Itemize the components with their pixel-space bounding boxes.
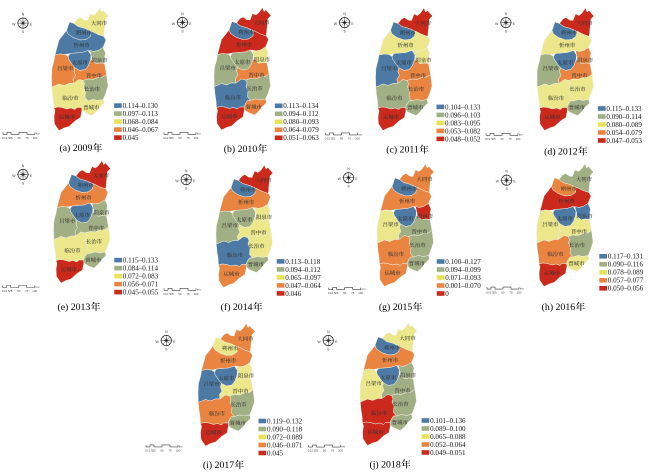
svg-text:0.045: 0.045	[123, 134, 139, 142]
svg-text:0.052–0.064: 0.052–0.064	[430, 441, 466, 449]
svg-text:(g) 2015: (g) 2015	[379, 302, 413, 313]
svg-text:0.072–0.089: 0.072–0.089	[267, 433, 303, 441]
svg-text:(h) 2016: (h) 2016	[542, 302, 576, 313]
svg-text:0.100–0.127: 0.100–0.127	[445, 258, 481, 266]
svg-text:0.047–0.064: 0.047–0.064	[285, 282, 321, 290]
svg-text:0.115–0.133: 0.115–0.133	[123, 257, 159, 265]
svg-text:0.048–0.052: 0.048–0.052	[445, 135, 481, 143]
svg-text:0.050–0.056: 0.050–0.056	[608, 285, 644, 293]
svg-text:0.001–0.070: 0.001–0.070	[445, 282, 481, 290]
svg-text:0.068–0.084: 0.068–0.084	[123, 118, 159, 126]
svg-text:0.083–0.095: 0.083–0.095	[445, 119, 481, 127]
svg-text:(f) 2014: (f) 2014	[221, 302, 253, 313]
svg-text:0.071–0.093: 0.071–0.093	[445, 274, 481, 282]
svg-text:0.115–0.133: 0.115–0.133	[606, 105, 642, 113]
svg-text:0.089–0.100: 0.089–0.100	[430, 425, 466, 433]
svg-text:0.119–0.132: 0.119–0.132	[267, 417, 303, 425]
svg-text:0.056–0.071: 0.056–0.071	[123, 281, 159, 289]
svg-text:(b) 2010: (b) 2010	[224, 144, 258, 155]
svg-text:0.049–0.051: 0.049–0.051	[430, 449, 466, 457]
svg-text:(d) 2012: (d) 2012	[544, 146, 578, 157]
svg-text:0.097–0.113: 0.097–0.113	[123, 110, 159, 118]
svg-text:0.094–0.112: 0.094–0.112	[285, 266, 321, 274]
svg-text:0.046–0.067: 0.046–0.067	[123, 126, 159, 134]
svg-text:0.045: 0.045	[267, 449, 283, 457]
svg-text:(a) 2009: (a) 2009	[59, 143, 92, 154]
svg-text:0.101–0.136: 0.101–0.136	[430, 417, 466, 425]
svg-text:0.047–0.053: 0.047–0.053	[606, 137, 642, 145]
svg-text:(c) 2011: (c) 2011	[386, 145, 419, 156]
svg-text:0.104–0.133: 0.104–0.133	[445, 103, 481, 111]
svg-text:0.090–0.118: 0.090–0.118	[267, 425, 303, 433]
svg-text:0.072–0.083: 0.072–0.083	[123, 273, 159, 281]
svg-text:0.113–0.134: 0.113–0.134	[283, 102, 319, 110]
svg-text:0.096–0.103: 0.096–0.103	[445, 111, 481, 119]
svg-text:0.045–0.055: 0.045–0.055	[123, 289, 159, 297]
svg-text:0.084–0.114: 0.084–0.114	[123, 265, 159, 273]
svg-text:0.080–0.089: 0.080–0.089	[606, 121, 642, 129]
svg-text:(e) 2013: (e) 2013	[57, 302, 90, 313]
svg-text:0.065–0.097: 0.065–0.097	[285, 274, 321, 282]
svg-text:0.094–0.112: 0.094–0.112	[283, 110, 319, 118]
svg-text:0.090–0.116: 0.090–0.116	[608, 261, 644, 269]
svg-text:0.117–0.131: 0.117–0.131	[608, 253, 644, 261]
svg-text:0.114–0.130: 0.114–0.130	[123, 102, 159, 110]
svg-text:0.065–0.088: 0.065–0.088	[430, 433, 466, 441]
svg-text:(j) 2018: (j) 2018	[369, 459, 400, 470]
svg-text:(i) 2017: (i) 2017	[203, 460, 234, 471]
svg-text:0.046: 0.046	[285, 290, 301, 298]
svg-text:0.054–0.079: 0.054–0.079	[606, 129, 642, 137]
svg-text:0.113–0.118: 0.113–0.118	[285, 258, 320, 266]
svg-text:0.057–0.077: 0.057–0.077	[608, 277, 644, 285]
svg-text:0.078–0.089: 0.078–0.089	[608, 269, 644, 277]
svg-text:0.080–0.093: 0.080–0.093	[283, 118, 319, 126]
svg-text:0.094–0.099: 0.094–0.099	[445, 266, 481, 274]
svg-text:0: 0	[445, 290, 449, 298]
svg-text:0.064–0.079: 0.064–0.079	[283, 126, 319, 134]
svg-text:0.051–0.063: 0.051–0.063	[283, 134, 319, 142]
svg-text:0.053–0.082: 0.053–0.082	[445, 127, 481, 135]
svg-text:0.090–0.114: 0.090–0.114	[606, 113, 642, 121]
svg-text:0.046–0.071: 0.046–0.071	[267, 441, 303, 449]
